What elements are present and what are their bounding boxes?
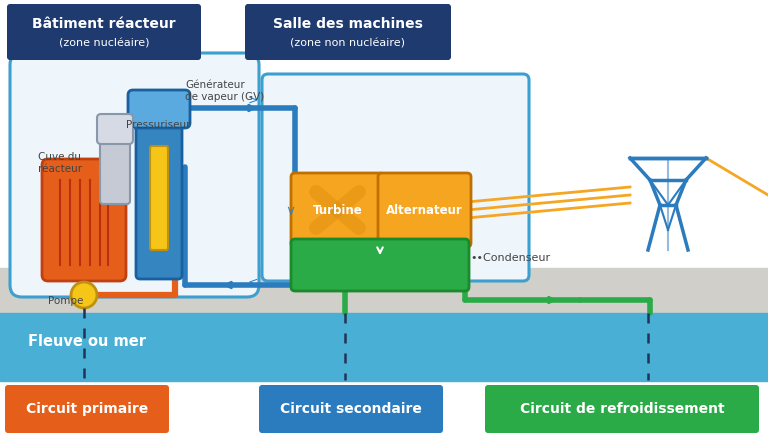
FancyBboxPatch shape (128, 90, 190, 128)
FancyBboxPatch shape (291, 173, 384, 247)
FancyBboxPatch shape (378, 173, 471, 247)
Text: Fleuve ou mer: Fleuve ou mer (28, 334, 146, 350)
FancyBboxPatch shape (136, 106, 182, 279)
Circle shape (71, 282, 97, 308)
Text: Circuit secondaire: Circuit secondaire (280, 402, 422, 416)
Text: Bâtiment réacteur: Bâtiment réacteur (32, 17, 176, 31)
FancyBboxPatch shape (259, 385, 443, 433)
Text: <: < (248, 275, 258, 288)
Text: (zone nucléaire): (zone nucléaire) (58, 38, 149, 48)
FancyBboxPatch shape (262, 74, 529, 281)
FancyBboxPatch shape (7, 4, 201, 60)
Text: Alternateur: Alternateur (386, 203, 463, 216)
FancyBboxPatch shape (485, 385, 759, 433)
Bar (0, 313, 768, 381)
Text: Salle des machines: Salle des machines (273, 17, 423, 31)
Text: <: < (284, 204, 297, 214)
FancyBboxPatch shape (42, 159, 126, 281)
Text: Turbine: Turbine (313, 203, 362, 216)
FancyBboxPatch shape (10, 53, 259, 297)
Text: Pressuriseur: Pressuriseur (126, 120, 190, 130)
Polygon shape (0, 270, 768, 330)
Text: Cuve du
réacteur: Cuve du réacteur (38, 152, 82, 173)
Text: Pompe: Pompe (48, 296, 84, 306)
FancyBboxPatch shape (245, 4, 451, 60)
Text: ••Condenseur: ••Condenseur (470, 253, 550, 263)
FancyBboxPatch shape (150, 146, 168, 250)
FancyBboxPatch shape (100, 130, 130, 204)
Text: >: > (248, 93, 258, 106)
Text: Circuit de refroidissement: Circuit de refroidissement (520, 402, 724, 416)
Text: Circuit primaire: Circuit primaire (26, 402, 148, 416)
Bar (0, 268, 768, 328)
Text: (zone non nucléaire): (zone non nucléaire) (290, 38, 406, 48)
FancyBboxPatch shape (291, 239, 469, 291)
FancyBboxPatch shape (97, 114, 133, 144)
Text: Générateur
de vapeur (GV): Générateur de vapeur (GV) (185, 80, 264, 101)
FancyBboxPatch shape (5, 385, 169, 433)
